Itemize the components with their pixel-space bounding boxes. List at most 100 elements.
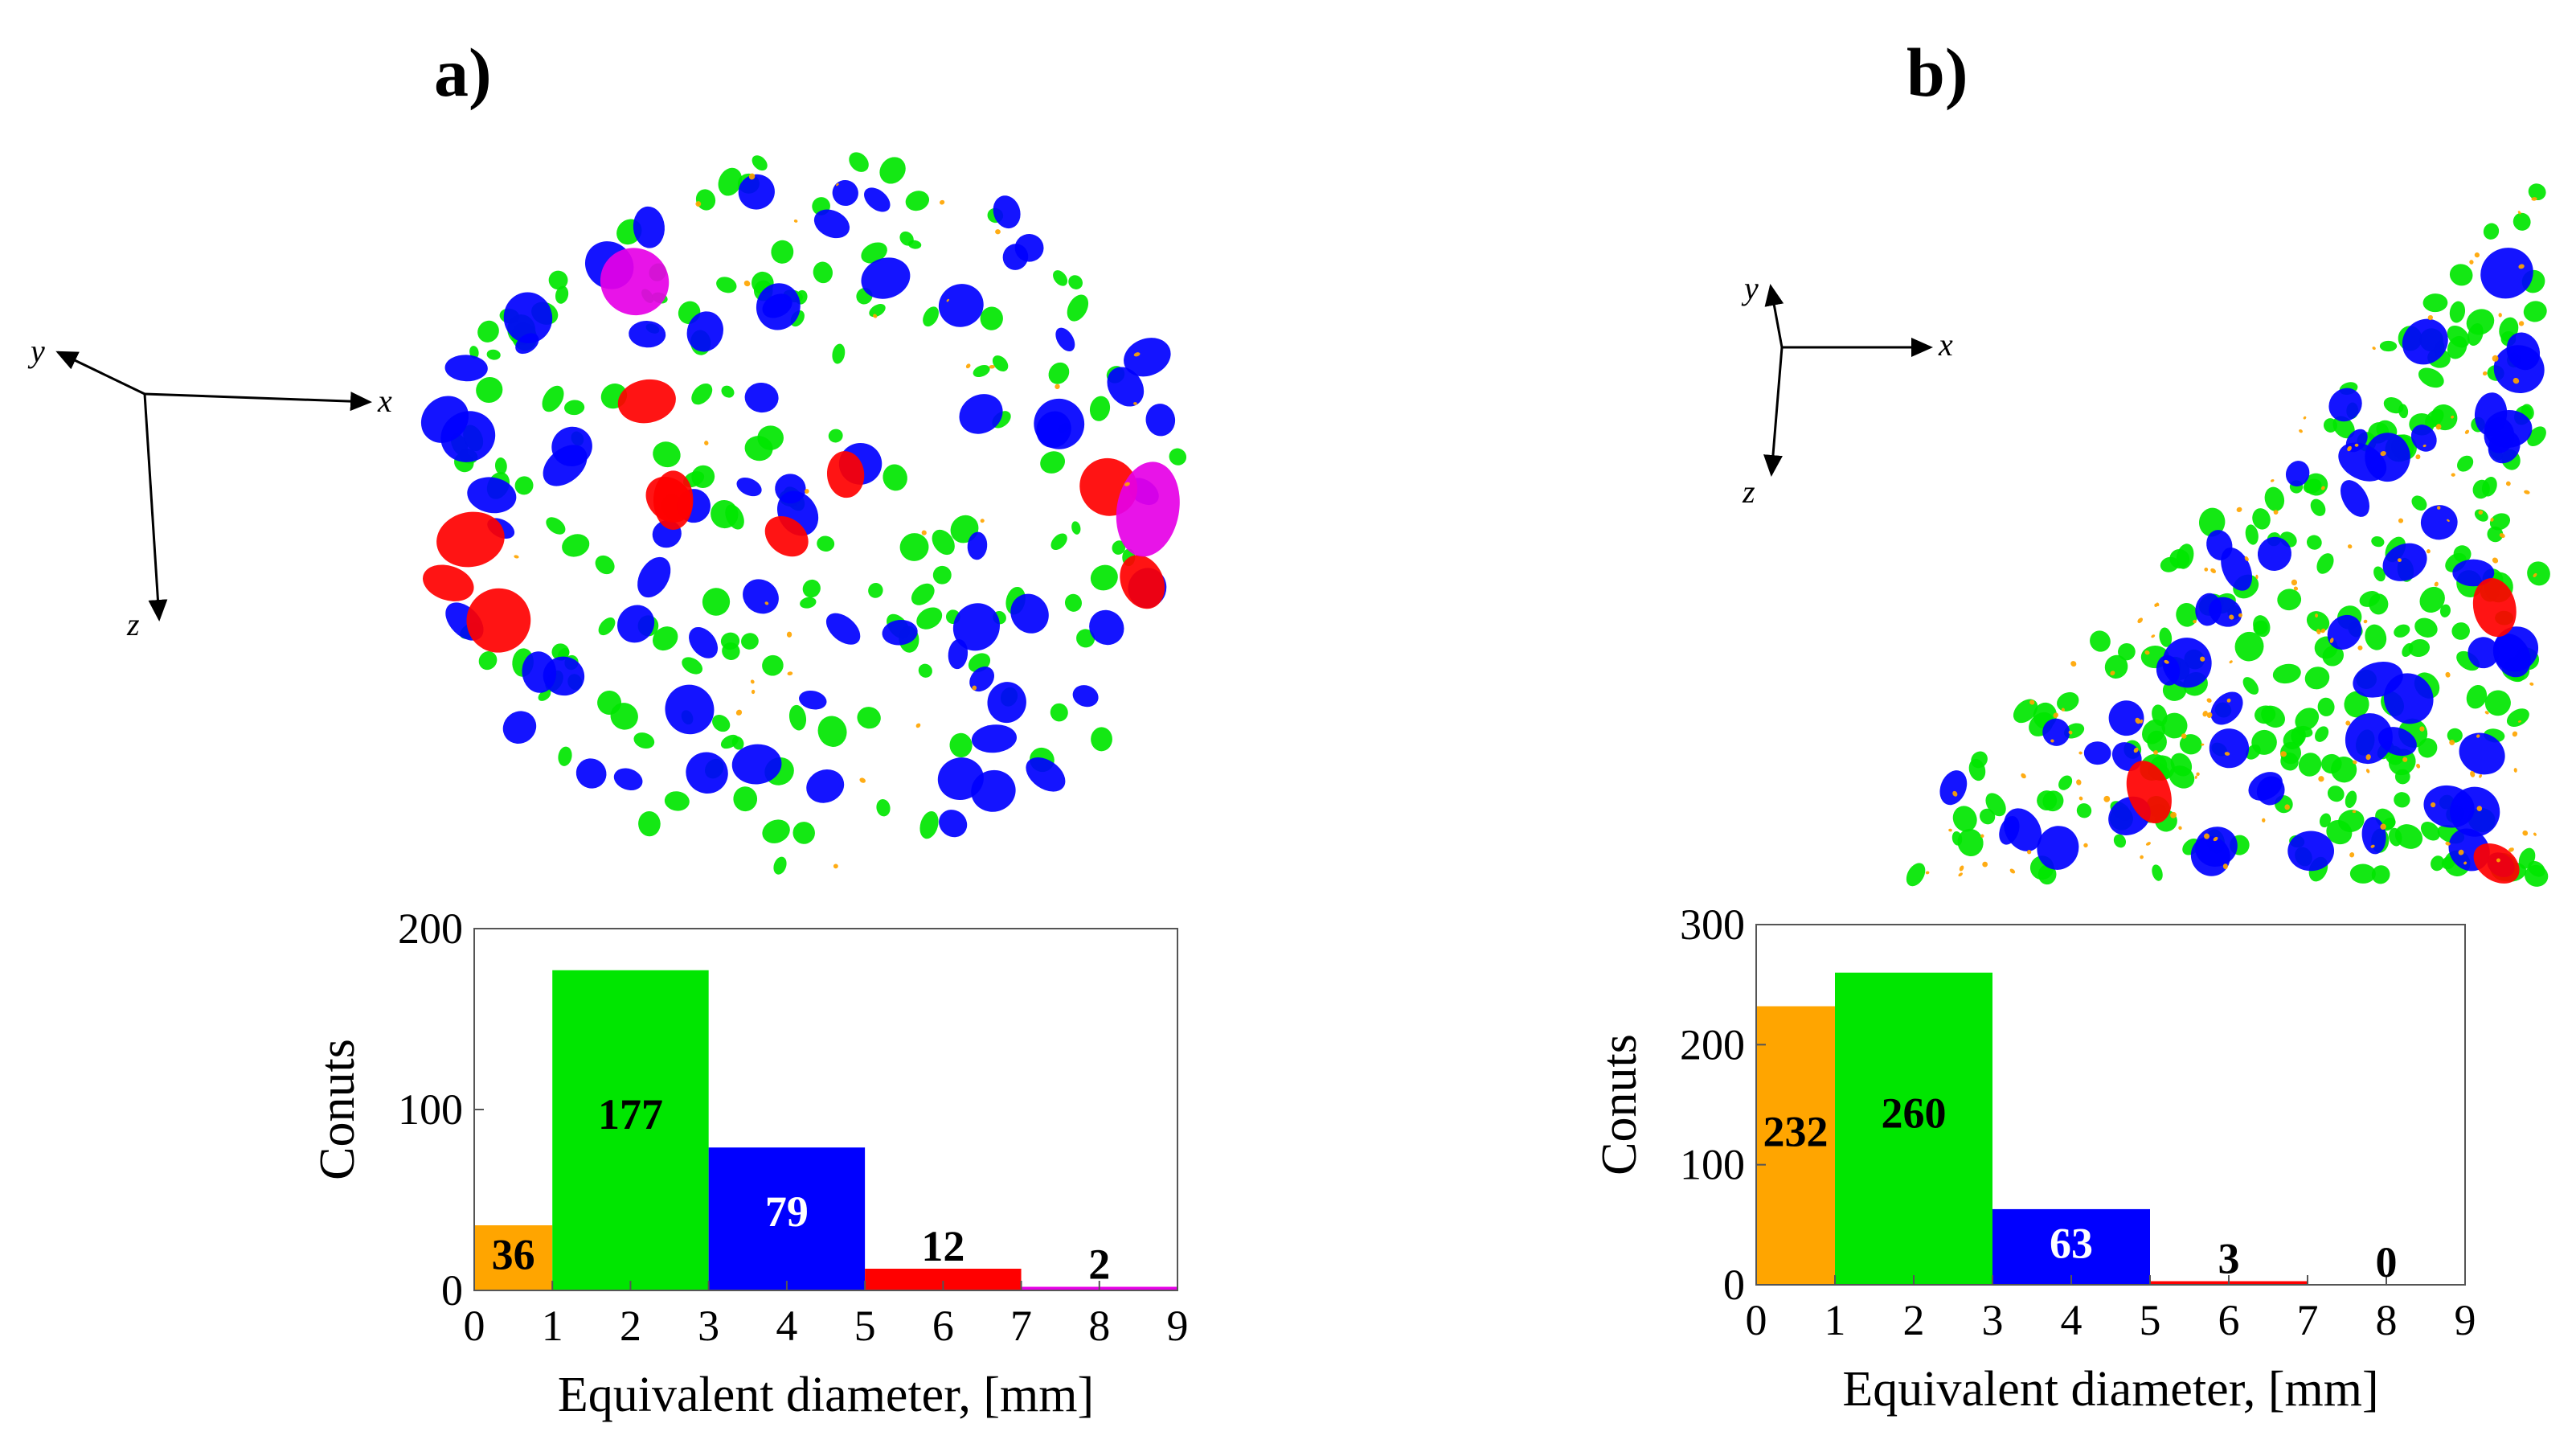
particle: [436, 511, 505, 568]
particle: [2295, 708, 2320, 731]
particle: [2296, 725, 2313, 738]
particle: [564, 400, 585, 416]
particle: [813, 261, 833, 284]
particle: [743, 280, 751, 287]
particle: [2126, 761, 2172, 824]
particle: [613, 768, 643, 790]
x-tick-label: 8: [2376, 1296, 2398, 1344]
particle: [423, 564, 474, 601]
particle: [2499, 533, 2505, 539]
bar: [474, 1225, 553, 1290]
particle: [775, 474, 806, 504]
particle: [836, 183, 839, 187]
triad-label-y: y: [1741, 270, 1759, 306]
triad-axis-z: [1763, 347, 1784, 477]
particle: [2483, 223, 2500, 240]
particle: [1089, 396, 1111, 421]
particle: [2466, 309, 2495, 335]
particle: [2388, 749, 2416, 776]
x-axis-label: Equivalent diameter, [mm]: [1842, 1362, 2378, 1417]
particle: [2255, 574, 2259, 580]
particle: [2419, 586, 2445, 613]
particle: [2363, 619, 2368, 624]
particle: [1939, 770, 1968, 806]
particle: [800, 597, 817, 609]
particle: [2354, 443, 2359, 447]
particle: [1958, 872, 1963, 877]
particle: [2345, 790, 2357, 808]
particle: [2463, 861, 2467, 865]
particle: [2508, 847, 2514, 852]
particle: [2480, 248, 2533, 299]
particle: [2257, 536, 2291, 571]
particle: [2029, 699, 2035, 705]
particle: [477, 320, 499, 343]
particle: [2090, 630, 2111, 652]
bar-value-label: 2: [1088, 1241, 1110, 1289]
particle: [2423, 785, 2475, 828]
particle: [2380, 823, 2386, 830]
particle: [2490, 517, 2494, 522]
particle: [762, 654, 784, 676]
particle: [2210, 691, 2243, 725]
x-tick-label: 6: [932, 1302, 954, 1350]
x-tick-label: 3: [1982, 1296, 2004, 1344]
triad-axis-x: [144, 392, 372, 412]
particle: [731, 744, 782, 785]
particle: [1116, 461, 1180, 557]
particle: [2152, 864, 2163, 881]
particle: [2371, 865, 2390, 884]
particle: [2145, 842, 2151, 846]
particle: [2467, 637, 2500, 669]
particle: [952, 603, 1000, 651]
particle: [2447, 728, 2463, 743]
bar: [1835, 972, 1992, 1285]
particle: [2431, 802, 2436, 808]
particle: [2422, 444, 2427, 448]
particle-rendering: [1906, 183, 2550, 887]
particle: [600, 248, 670, 316]
particle: [2140, 719, 2144, 724]
triad-axis-z: [143, 393, 168, 621]
particle: [1968, 758, 1986, 781]
particle: [2253, 615, 2271, 638]
x-tick-label: 5: [2140, 1296, 2161, 1344]
particle: [849, 152, 869, 172]
particle: [1124, 482, 1130, 486]
particle: [1055, 384, 1060, 389]
particle: [617, 605, 655, 643]
particle: [695, 201, 702, 207]
particle: [2449, 264, 2473, 286]
particle: [899, 533, 929, 561]
particle: [817, 716, 847, 747]
particle: [738, 174, 775, 210]
particle: [653, 441, 681, 468]
particle: [806, 769, 845, 803]
particle: [716, 277, 737, 293]
bar-value-label: 177: [598, 1090, 663, 1138]
particle: [2320, 486, 2325, 490]
x-tick-label: 7: [2297, 1296, 2319, 1344]
y-tick-label: 0: [1723, 1261, 1745, 1309]
particle: [2083, 741, 2111, 765]
particle: [2061, 708, 2065, 712]
panel-b: b) x y z 0 1 2 3 4 5 6 7 8 9 0 100 200 300 232 260 63 3 0 Equ…: [1288, 0, 2576, 1448]
particle: [2365, 769, 2370, 773]
particle: [2329, 638, 2334, 643]
particle: [2474, 509, 2488, 522]
particle: [2416, 764, 2421, 769]
y-tick-label: 100: [1680, 1141, 1745, 1189]
bar-value-label: 63: [2050, 1219, 2093, 1267]
particle: [2316, 553, 2334, 574]
particle: [2222, 863, 2228, 870]
particle: [2498, 313, 2502, 318]
particle: [2370, 844, 2375, 848]
particle: [2326, 819, 2353, 845]
particle: [946, 298, 949, 302]
particle: [752, 155, 768, 171]
particle: [995, 229, 1001, 235]
particle: [476, 376, 503, 404]
particle: [2489, 513, 2511, 531]
particle: [907, 240, 922, 249]
